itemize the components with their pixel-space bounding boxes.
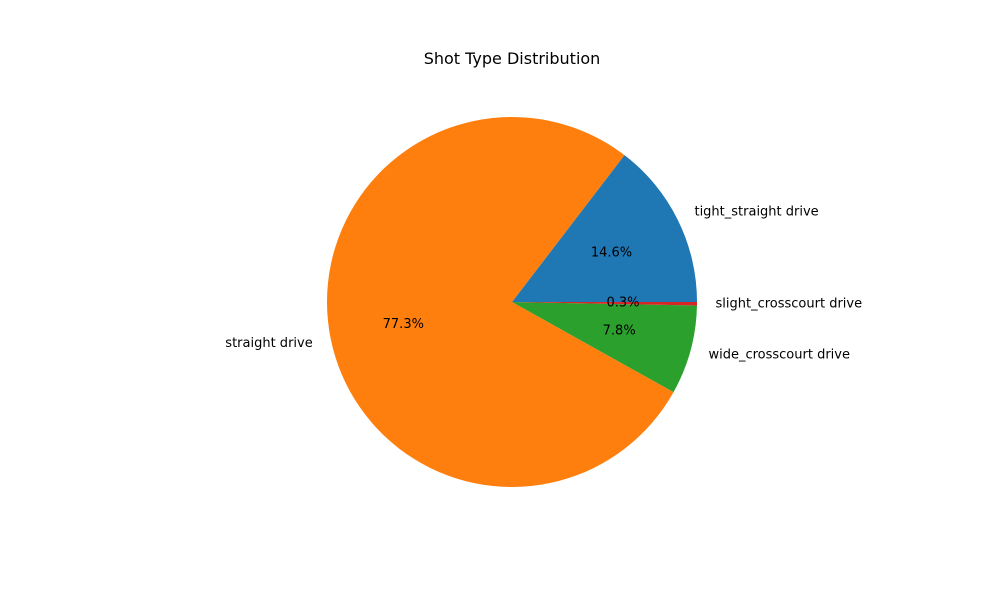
percent-label-straight-drive: 77.3% [383,317,424,332]
pie-slices [326,116,698,487]
slice-label-tight-straight-drive: tight_straight drive [694,204,818,219]
slice-label-wide-crosscourt-drive: wide_crosscourt drive [708,348,850,363]
pie-slice-wide-crosscourt-drive [512,302,697,393]
percent-label-wide-crosscourt-drive: 7.8% [603,323,636,338]
slice-labels: tight_straight drive straight drive wide_c… [225,204,862,362]
pie-slice-straight-drive [326,116,674,487]
chart-title: Shot Type Distribution [424,49,601,68]
slice-label-straight-drive: straight drive [225,336,312,351]
percent-labels: 14.6% 77.3% 7.8% 0.3% [383,245,640,338]
pie-slice-slight-crosscourt-drive [512,302,698,306]
percent-label-slight-crosscourt-drive: 0.3% [606,296,639,311]
pie-slice-tight-straight-drive [512,155,697,302]
percent-label-tight-straight-drive: 14.6% [591,245,632,260]
slice-label-slight-crosscourt-drive: slight_crosscourt drive [715,296,862,311]
